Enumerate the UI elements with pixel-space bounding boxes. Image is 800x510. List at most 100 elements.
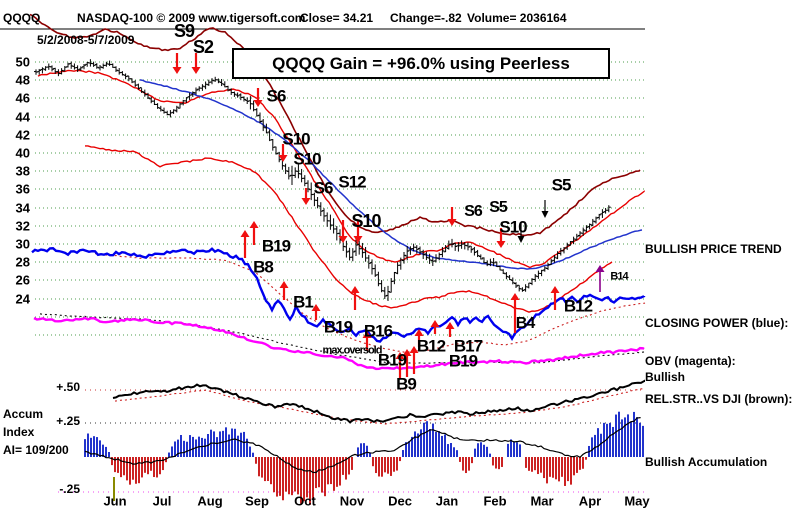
rel-str-black-line — [112, 379, 645, 424]
month-label: Jun — [103, 493, 127, 509]
signal-label: S5 — [551, 175, 572, 195]
month-label: Aug — [197, 493, 223, 509]
y-tick-label: 44 — [15, 109, 30, 125]
ticker-symbol: QQQQ — [3, 11, 41, 25]
signal-label: B19 — [261, 236, 291, 256]
sell-arrowhead-icon — [172, 67, 182, 74]
signal-label: B19 — [323, 317, 353, 337]
signal-label: B16 — [363, 321, 393, 341]
closing-power-blue-line — [31, 247, 646, 343]
signal-label: B4 — [515, 315, 535, 332]
volume-value: Volume= 2036164 — [467, 11, 567, 25]
buy-arrowhead-icon — [311, 304, 321, 311]
signal-label: S6 — [464, 203, 483, 220]
lower-band-red-line — [84, 145, 613, 313]
buy-arrowhead-icon — [395, 352, 405, 359]
sell-arrowhead-icon — [253, 100, 263, 107]
signal-label: S2 — [192, 37, 214, 57]
ma-blue-line — [139, 79, 643, 270]
signal-label: S9 — [173, 21, 195, 41]
y-tick-label: 38 — [15, 163, 30, 179]
indicator-scale-label: -.25 — [59, 482, 80, 496]
signal-label: S12 — [338, 172, 366, 192]
y-tick-label: 26 — [15, 272, 30, 288]
sell-arrowhead-icon — [541, 211, 549, 218]
month-label: Nov — [339, 493, 365, 509]
month-label: Jan — [435, 493, 459, 509]
panel-label: Bullish Accumulation — [645, 455, 768, 469]
y-tick-label: 50 — [15, 54, 30, 70]
gain-text: QQQQ Gain = +96.0% using Peerless — [272, 53, 570, 73]
signal-label: B1 — [293, 292, 314, 312]
y-tick-label: 40 — [15, 145, 30, 161]
buy-arrowhead-icon — [350, 286, 360, 293]
month-label: Jul — [152, 493, 172, 509]
y-tick-label: 48 — [15, 72, 30, 88]
y-tick-label: 28 — [15, 254, 30, 270]
y-tick-label: 24 — [15, 291, 30, 307]
header-bar: QQQQ NASDAQ-100 © 2009 www.tigersoft.com… — [0, 0, 800, 29]
rel-ma-red-dotted-line — [114, 387, 646, 425]
month-label: Oct — [294, 493, 316, 509]
month-label: May — [624, 493, 650, 509]
buy-arrowhead-icon — [249, 221, 259, 228]
indicator-scale-label: Index — [3, 425, 35, 439]
signal-label: S10 — [351, 211, 381, 231]
sell-arrowhead-icon — [496, 241, 506, 248]
y-tick-label: 36 — [15, 181, 30, 197]
month-label: Sep — [245, 493, 269, 509]
buy-arrowhead-icon — [445, 322, 455, 329]
signal-label: B12 — [416, 336, 446, 356]
y-tick-label: 46 — [15, 90, 30, 106]
panel-label: Bullish — [645, 370, 686, 384]
indicator-scale-label: AI= 109/200 — [3, 443, 69, 457]
sell-arrowhead-icon — [447, 219, 457, 226]
signal-label: S10 — [293, 149, 321, 169]
signal-label: S10 — [282, 129, 310, 149]
month-label: Mar — [530, 493, 554, 509]
market-title: NASDAQ-100 © 2009 www.tigersoft.com — [77, 11, 306, 25]
date-range: 5/2/2008-5/7/2009 — [37, 33, 135, 47]
y-tick-label: 30 — [15, 236, 30, 252]
gain-banner: QQQQ Gain = +96.0% using Peerless — [232, 48, 610, 79]
month-label: Feb — [483, 493, 507, 509]
signal-label: B8 — [253, 257, 274, 277]
change-value: Change=-.82 — [390, 11, 462, 25]
signal-label: B12 — [563, 296, 593, 316]
signal-label: S5 — [489, 199, 508, 216]
panel-label: CLOSING POWER (blue): — [645, 316, 789, 330]
sell-arrowhead-icon — [191, 67, 201, 74]
indicator-scale-label: +.25 — [56, 414, 80, 428]
buy-arrowhead-icon — [430, 320, 440, 327]
signal-label: B14 — [610, 270, 628, 283]
accum-ma-black-line — [84, 417, 641, 474]
signal-label: max.oversold — [322, 344, 383, 357]
obv-magenta-line — [33, 316, 645, 371]
buy-arrowhead-icon — [240, 230, 250, 237]
signal-label: S10 — [499, 217, 527, 237]
sell-arrowhead-icon — [353, 236, 363, 243]
signal-label: S6 — [266, 86, 287, 106]
sell-arrowhead-icon — [517, 236, 525, 243]
signal-label: B9 — [396, 374, 417, 394]
y-tick-label: 32 — [15, 218, 30, 234]
buy-arrowhead-icon — [409, 346, 419, 353]
signal-label: S6 — [313, 178, 334, 198]
panel-label: BULLISH PRICE TREND — [645, 242, 782, 256]
close-value: Close= 34.21 — [300, 11, 374, 25]
buy-arrowhead-icon — [595, 265, 605, 272]
buy-arrowhead-icon — [402, 349, 412, 356]
rel-str-vs-dji-brown-line — [29, 13, 641, 237]
sell-arrowhead-icon — [301, 198, 311, 205]
y-tick-label: 42 — [15, 127, 30, 143]
buy-arrowhead-icon — [414, 329, 424, 336]
sell-arrowhead-icon — [338, 236, 348, 243]
y-tick-label: 34 — [15, 200, 30, 216]
panel-label: REL.STR..VS DJI (brown): — [645, 392, 793, 406]
panel-label: OBV (magenta): — [645, 354, 736, 368]
indicator-scale-label: Accum — [3, 407, 44, 421]
buy-arrowhead-icon — [279, 281, 289, 288]
obv-ma-black-dotted-line — [39, 313, 646, 364]
